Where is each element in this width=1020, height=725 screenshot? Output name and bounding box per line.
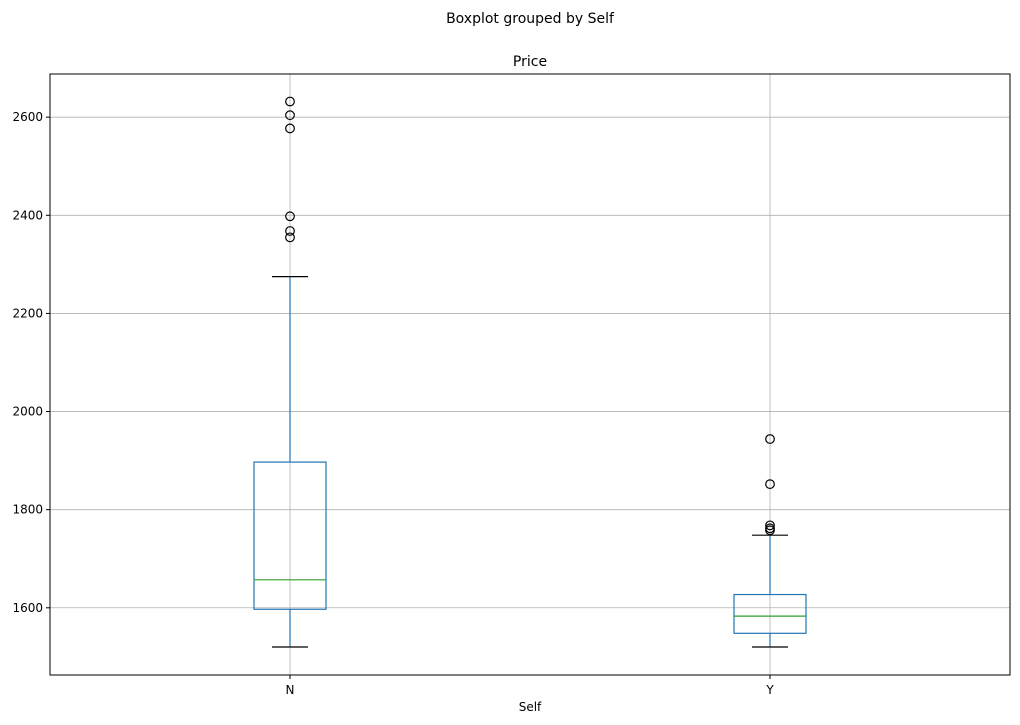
chart-title: Price [513,54,547,70]
outlier-point [285,123,295,134]
outlier-point [285,110,295,121]
x-tick-label: Y [765,683,774,697]
grid-lines [50,74,1010,675]
iqr-box [253,461,327,610]
outlier-point [285,226,295,236]
outlier-point [285,232,295,243]
x-axis-label: Self [519,700,542,714]
y-tick-label: 2000 [12,405,43,419]
iqr-box [733,593,807,634]
y-tick-label: 1800 [12,503,43,517]
y-tick-label: 2400 [12,208,43,222]
axis-layer: 1600 1800 2000 2200 2400 2600 N Y [12,110,774,697]
box-layer [253,96,807,648]
y-tick-label: 1600 [12,601,43,615]
y-tick-label: 2200 [12,306,43,320]
outlier-point [765,523,775,534]
outlier-point [765,479,775,490]
y-tick-label: 2600 [12,110,43,124]
plot-frame [49,73,1011,676]
outlier-point [285,96,295,107]
outlier-point [285,211,295,222]
box-Y [733,434,807,648]
outlier-point [765,434,775,444]
box-N [253,96,327,648]
chart-suptitle: Boxplot grouped by Self [446,11,615,27]
x-tick-label: N [286,683,295,697]
outlier-point [765,520,775,531]
